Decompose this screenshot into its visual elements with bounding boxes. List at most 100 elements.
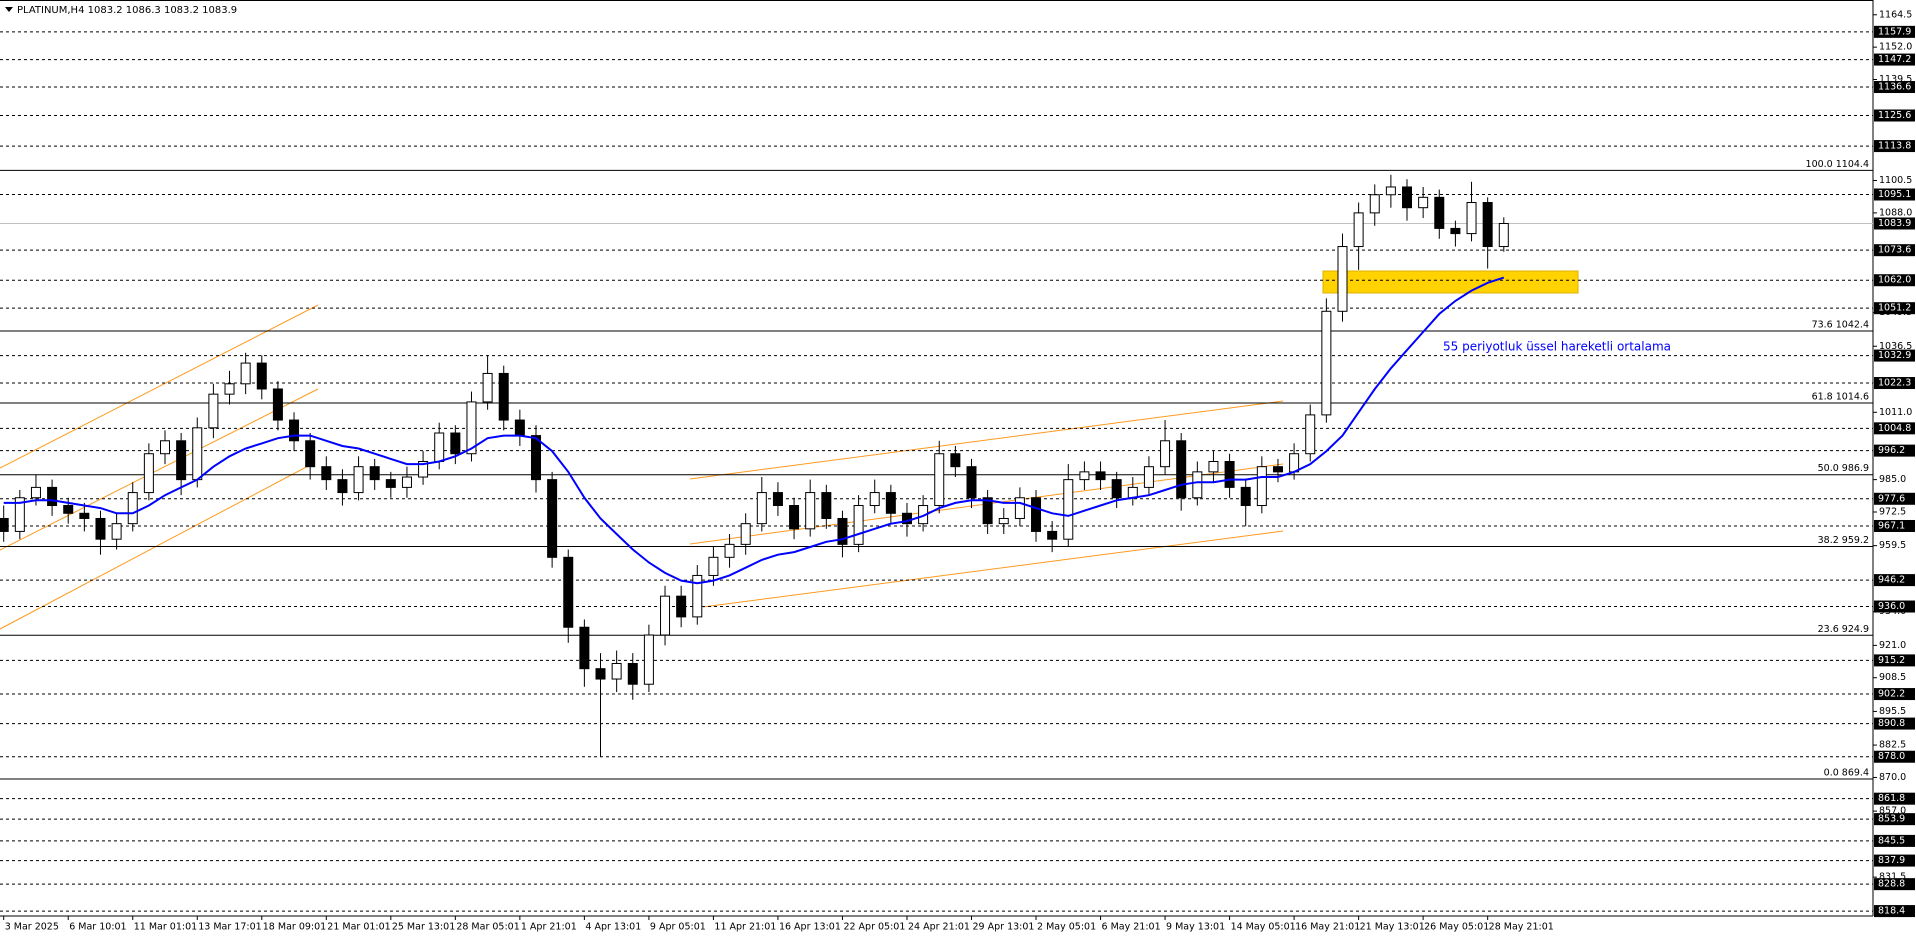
level-label: 915.2 [1878, 655, 1905, 666]
fib-label: 50.0 986.9 [1818, 463, 1869, 474]
candle-body [418, 460, 429, 478]
level-box [1874, 519, 1915, 532]
candle-body [1305, 414, 1316, 455]
level-label: 861.8 [1878, 793, 1905, 804]
support-zone [1322, 270, 1579, 294]
candle-body [321, 466, 332, 481]
x-tick-label: 9 Apr 05:01 [650, 922, 706, 933]
candle-body [708, 556, 719, 576]
level-label: 1147.2 [1878, 54, 1911, 65]
current-price-label: 1083.9 [1878, 218, 1911, 229]
y-tick-label: 1088.0 [1879, 207, 1912, 218]
candle-body [1095, 471, 1106, 481]
candle-body [256, 362, 267, 390]
candle-body [47, 486, 58, 507]
level-box [1874, 792, 1915, 805]
x-tick-label: 11 Apr 21:01 [714, 922, 776, 933]
level-label: 946.2 [1878, 575, 1905, 586]
candle-body [240, 362, 251, 385]
candle-body [514, 419, 525, 437]
level-label: 1004.8 [1878, 423, 1911, 434]
fib-label: 0.0 869.4 [1824, 768, 1869, 779]
level-label: 936.0 [1878, 601, 1905, 612]
level-label: 1032.9 [1878, 350, 1911, 361]
level-box [1874, 349, 1915, 362]
fib-label: 61.8 1014.6 [1812, 391, 1869, 402]
level-box [1874, 53, 1915, 66]
level-label: 818.4 [1878, 906, 1905, 917]
x-tick-label: 6 Mar 10:01 [69, 922, 126, 933]
current-price-box [1874, 217, 1915, 230]
fib-label: 73.6 1042.4 [1812, 319, 1869, 330]
candle-body [176, 440, 187, 481]
candle-body [1385, 186, 1396, 196]
candle-body [111, 523, 122, 540]
drawn-objects [0, 270, 1579, 630]
level-label: 1022.3 [1878, 378, 1911, 389]
level-label: 853.9 [1878, 814, 1905, 825]
candle-body [1321, 310, 1332, 416]
level-box [1874, 422, 1915, 435]
candle-body [627, 662, 638, 685]
y-tick-label: 1100.5 [1879, 175, 1912, 186]
y-tick-label: 1152.0 [1879, 42, 1912, 53]
level-box [1874, 750, 1915, 763]
candle-body [289, 419, 300, 442]
candle-body [1353, 212, 1364, 248]
level-label: 878.0 [1878, 751, 1905, 762]
x-tick-label: 22 Apr 05:01 [843, 922, 905, 933]
y-tick-label: 908.5 [1879, 672, 1906, 683]
x-tick-label: 29 Apr 13:01 [973, 922, 1035, 933]
candle-body [305, 440, 316, 468]
level-box [1874, 302, 1915, 315]
candle-body [498, 372, 509, 421]
x-tick-label: 16 May 21:01 [1295, 922, 1360, 933]
chart-title: PLATINUM,H4 1083.2 1086.3 1083.2 1083.9 [17, 5, 237, 16]
x-tick-label: 16 Apr 13:01 [779, 922, 841, 933]
candle-body [692, 574, 703, 618]
candle-body [353, 466, 364, 494]
candle-body [853, 505, 864, 545]
level-label: 1095.1 [1878, 189, 1911, 200]
x-tick-label: 21 Mar 01:01 [327, 922, 390, 933]
candle-body [611, 662, 622, 680]
level-box [1874, 25, 1915, 38]
candle-body [0, 517, 9, 532]
candle-body [1063, 479, 1074, 540]
x-tick-label: 9 May 13:01 [1166, 922, 1225, 933]
candle-body [530, 435, 541, 481]
candle-body [982, 497, 993, 525]
level-box [1874, 717, 1915, 730]
x-tick-label: 13 Mar 17:01 [198, 922, 261, 933]
level-label: 1051.2 [1878, 303, 1911, 314]
x-tick-label: 26 May 05:01 [1424, 922, 1489, 933]
fib-label: 100.0 1104.4 [1806, 159, 1869, 170]
candle-body [643, 634, 654, 685]
level-box [1874, 854, 1915, 867]
level-label: 890.8 [1878, 718, 1905, 729]
candle-body [63, 505, 74, 514]
fib-label: 23.6 924.9 [1818, 624, 1869, 635]
candle-body [966, 466, 977, 499]
level-label: 1073.6 [1878, 245, 1911, 256]
x-tick-label: 24 Apr 21:01 [908, 922, 970, 933]
level-label: 996.2 [1878, 445, 1905, 456]
level-box [1874, 81, 1915, 94]
candle-body [1192, 471, 1203, 499]
x-tick-label: 28 Mar 05:01 [456, 922, 519, 933]
x-tick-label: 4 Apr 13:01 [585, 922, 641, 933]
y-tick-label: 1164.5 [1879, 9, 1912, 20]
channel-line [702, 530, 1284, 608]
candle-body [14, 497, 25, 532]
level-box [1874, 834, 1915, 847]
candle-body [30, 486, 41, 499]
candle-body [676, 595, 687, 618]
level-label: 1136.6 [1878, 82, 1911, 93]
candle-body [837, 517, 848, 545]
candle-body [1466, 202, 1477, 235]
channel-line [0, 388, 319, 551]
y-tick-label: 1139.5 [1879, 74, 1912, 85]
candle-body [1224, 460, 1235, 488]
candle-body [1031, 497, 1042, 532]
candle-body [337, 479, 348, 494]
